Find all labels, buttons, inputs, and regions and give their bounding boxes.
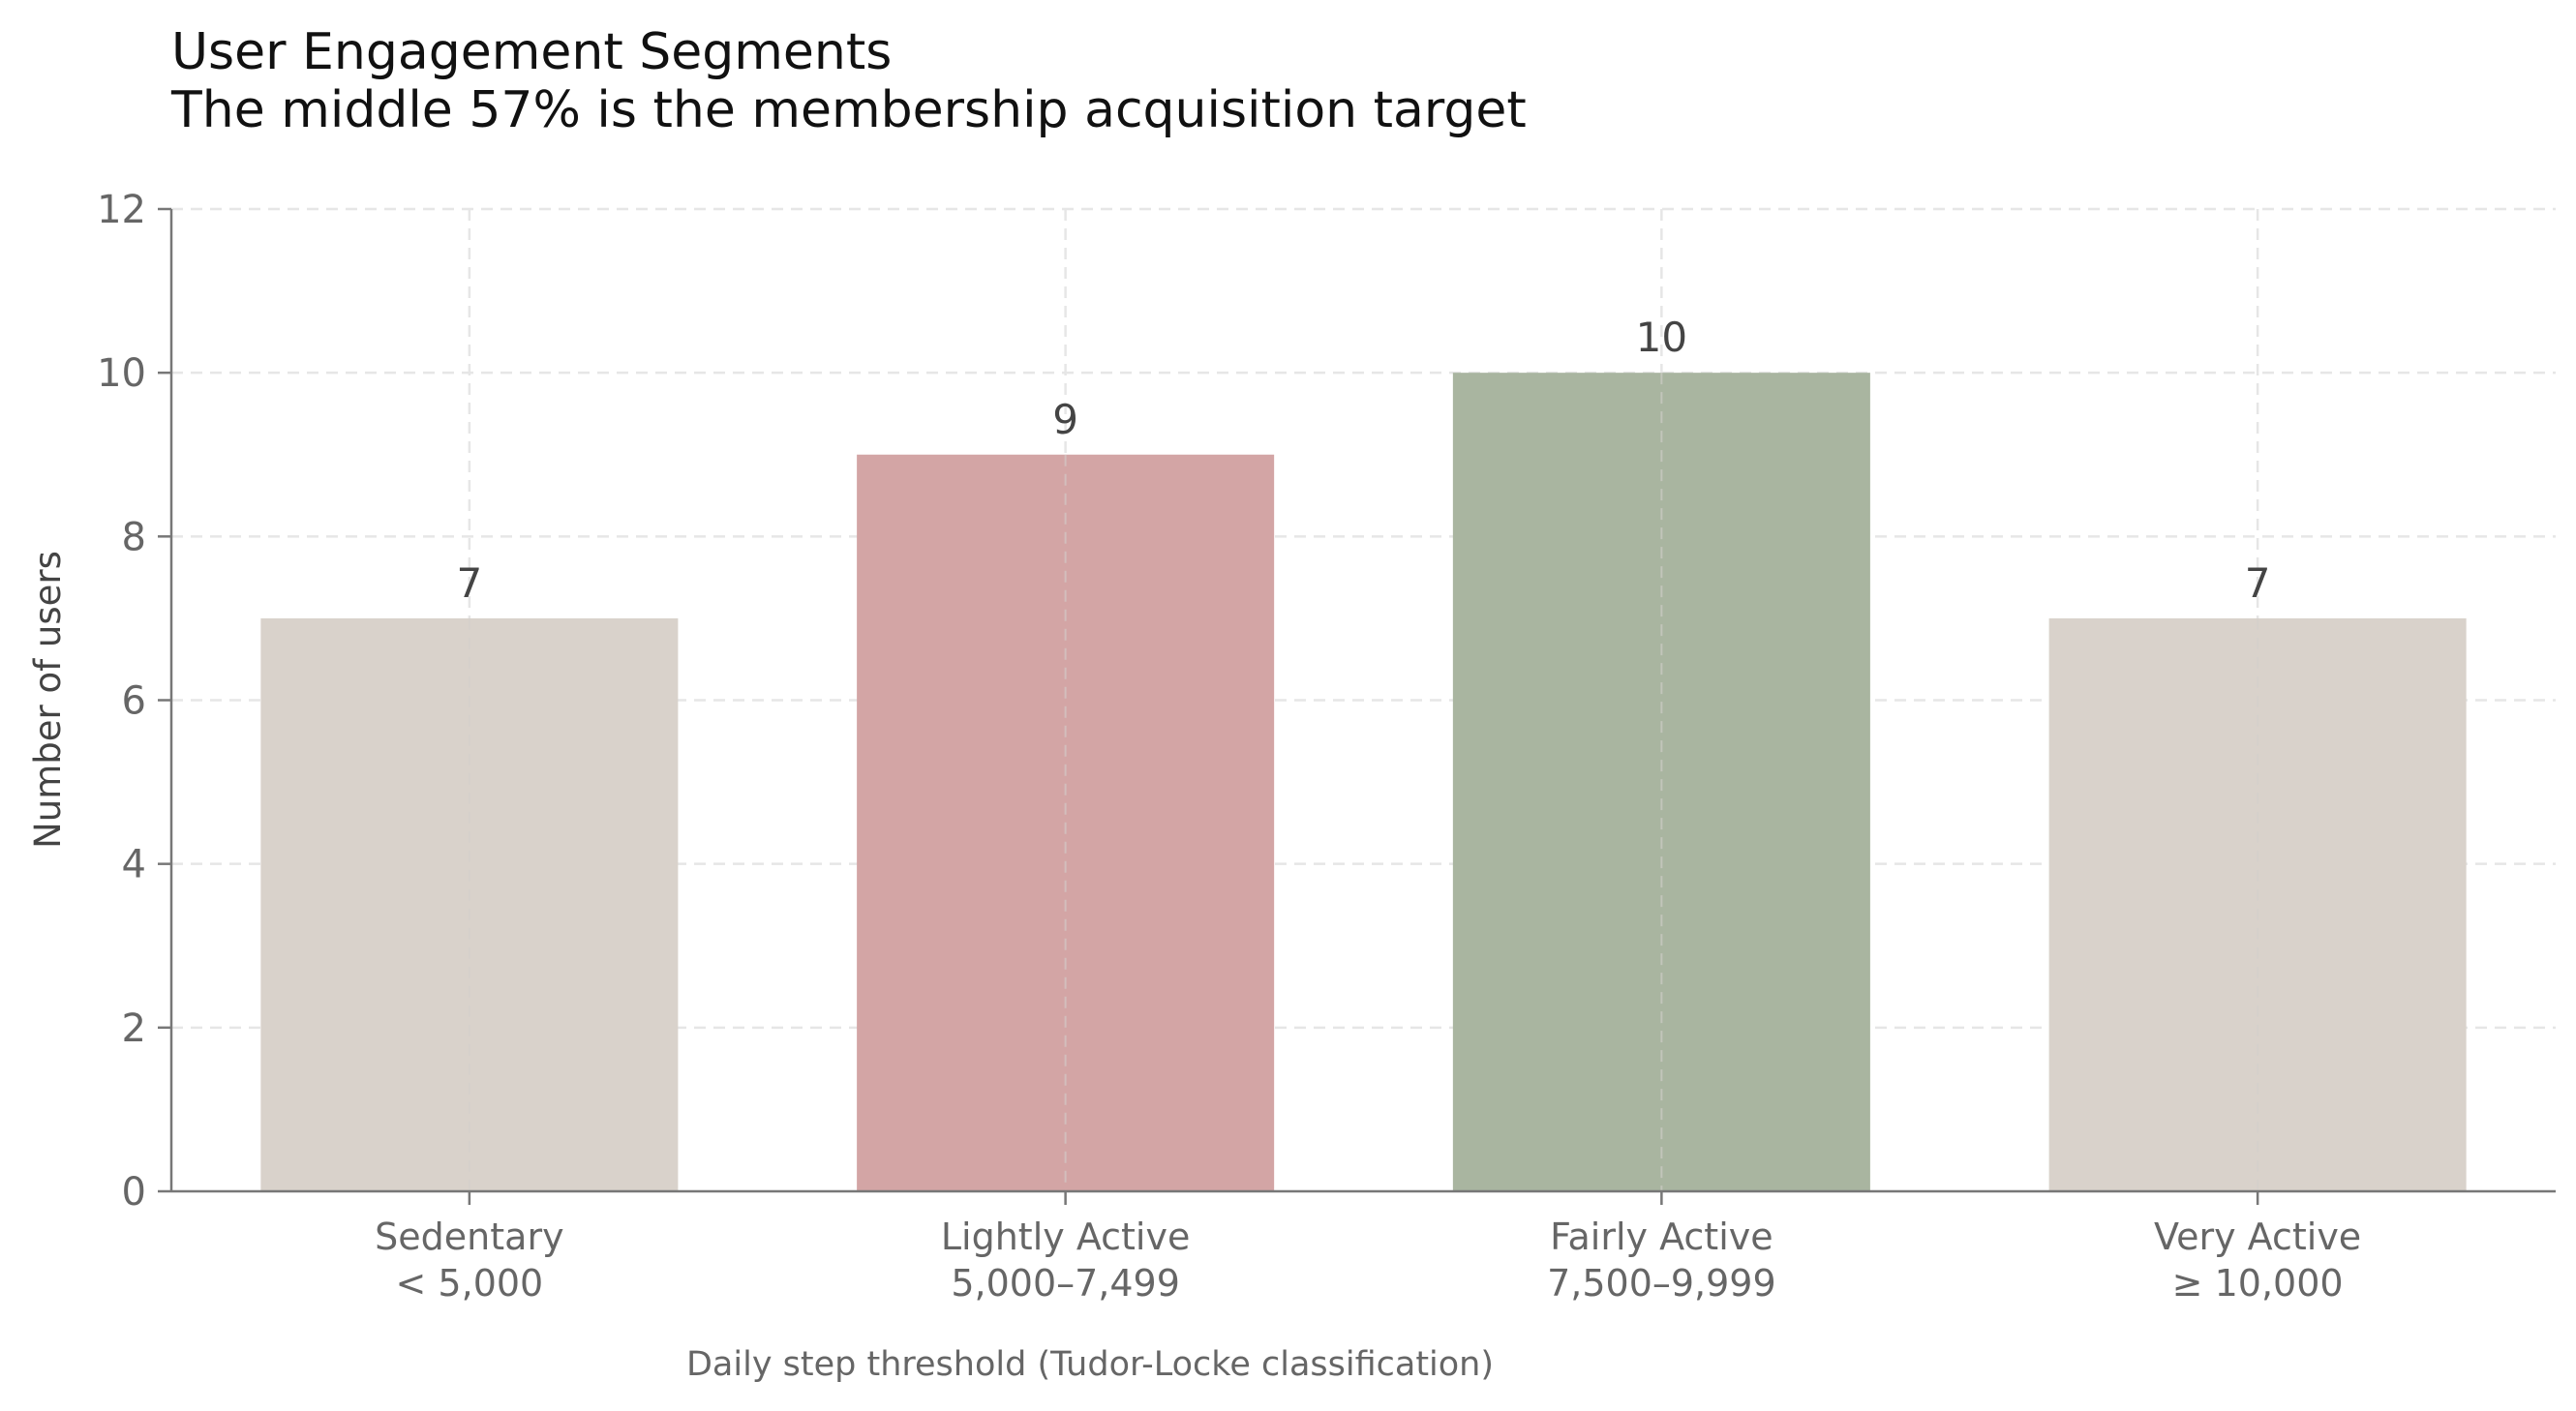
data-label: 7	[2245, 559, 2271, 607]
x-tick-label: Sedentary	[375, 1216, 563, 1258]
y-tick-label: 8	[122, 515, 146, 559]
x-tick-label: ≥ 10,000	[2172, 1262, 2344, 1305]
chart-subtitle: The middle 57% is the membership acquisi…	[171, 81, 1527, 139]
data-labels: 7 9 10 7	[457, 314, 2271, 607]
data-label: 7	[457, 559, 483, 607]
chart-title: User Engagement Segments	[171, 23, 893, 81]
y-tick-label: 2	[122, 1006, 146, 1051]
x-tick-label: 5,000–7,499	[951, 1262, 1180, 1305]
x-tick-label: Fairly Active	[1550, 1216, 1773, 1258]
y-tick-label: 12	[97, 188, 146, 232]
data-label: 10	[1636, 314, 1687, 361]
y-tick-label: 0	[122, 1170, 146, 1215]
y-tick-label: 4	[122, 843, 146, 887]
x-tick-label: Lightly Active	[941, 1216, 1191, 1258]
bar	[260, 617, 679, 1191]
data-label: 9	[1052, 396, 1078, 443]
x-axis-title: Daily step threshold (Tudor-Locke classi…	[686, 1345, 1494, 1384]
y-axis-title: Number of users	[27, 551, 69, 849]
bar	[2048, 617, 2467, 1191]
x-tick-label: 7,500–9,999	[1547, 1262, 1776, 1305]
bars	[260, 373, 2467, 1192]
x-tick-label: < 5,000	[396, 1262, 544, 1305]
x-tick-label: Very Active	[2154, 1216, 2361, 1258]
y-tick-label: 6	[122, 679, 146, 724]
ticks: 0 2 4 6 8 10 12 Sedentary< 5,000 Lightly Active5…	[97, 188, 2361, 1305]
y-tick-label: 10	[97, 351, 146, 396]
